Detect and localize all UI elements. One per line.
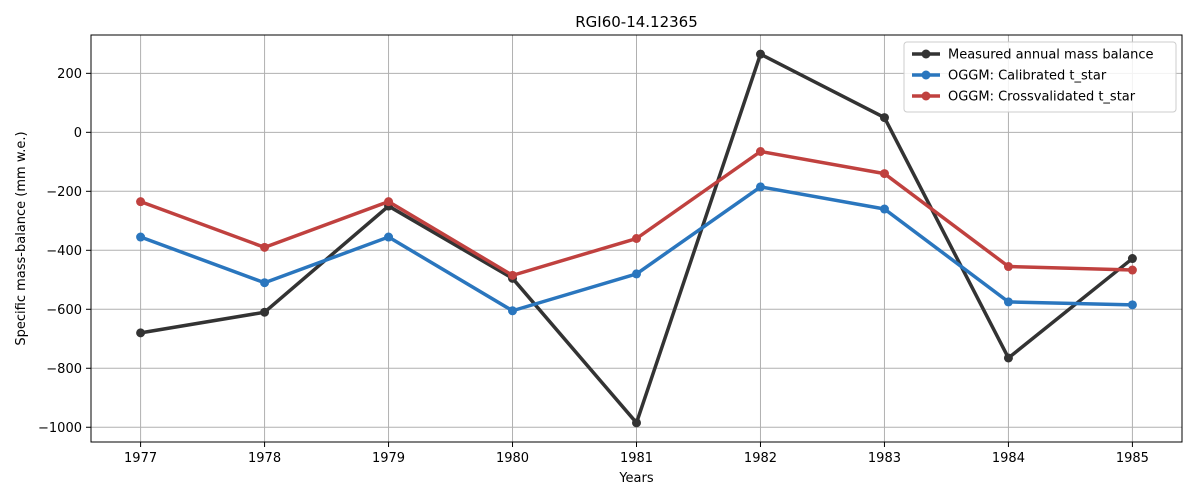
data-point [879, 204, 889, 214]
legend: Measured annual mass balance OGGM: Calibr… [903, 41, 1177, 113]
data-point [755, 49, 765, 59]
x-tick-label: 1985 [1116, 451, 1149, 466]
x-tick-label: 1983 [868, 451, 901, 466]
y-tick-label: −400 [46, 244, 82, 259]
x-axis-ticks: 1977 1978 1979 1980 1981 1982 1983 1984 1985 [124, 442, 1149, 466]
data-point [879, 113, 889, 123]
data-point [755, 146, 765, 156]
data-point [384, 232, 394, 242]
data-point [260, 242, 270, 252]
data-point [136, 232, 146, 242]
legend-marker [921, 70, 931, 80]
y-tick-label: −200 [46, 185, 82, 200]
series-group [136, 49, 1137, 428]
legend-entry: OGGM: Crossvalidated t_star [912, 90, 1136, 105]
y-tick-label: 200 [57, 67, 82, 82]
x-tick-label: 1982 [744, 451, 777, 466]
data-point [632, 269, 641, 279]
x-tick-label: 1977 [124, 451, 157, 466]
y-tick-label: −1000 [38, 421, 82, 436]
legend-entry: OGGM: Calibrated t_star [912, 69, 1107, 84]
data-point [1127, 300, 1137, 310]
series-3 [136, 146, 1137, 280]
y-tick-label: −800 [46, 362, 82, 377]
data-point [632, 418, 641, 428]
x-axis-title: Years [618, 471, 654, 486]
data-point [1127, 254, 1137, 264]
legend-box [903, 41, 1177, 113]
data-point [136, 328, 146, 338]
y-tick-label: −600 [46, 303, 82, 318]
data-point [632, 234, 641, 243]
x-tick-label: 1978 [248, 451, 281, 466]
legend-label: OGGM: Calibrated t_star [948, 69, 1107, 84]
legend-label: Measured annual mass balance [948, 48, 1154, 63]
legend-marker [921, 91, 931, 101]
data-point [260, 278, 270, 288]
legend-label: OGGM: Crossvalidated t_star [948, 90, 1136, 105]
data-point [1003, 262, 1013, 272]
data-point [508, 306, 518, 316]
data-point [879, 169, 889, 179]
y-axis-ticks: −1000 −800 −600 −400 −200 0 200 [38, 67, 91, 436]
x-tick-label: 1981 [620, 451, 653, 466]
data-point [1003, 353, 1013, 363]
x-tick-label: 1980 [496, 451, 529, 466]
data-point [260, 307, 270, 317]
data-point [384, 197, 394, 207]
y-tick-label: 0 [74, 126, 82, 141]
x-tick-label: 1984 [992, 451, 1025, 466]
data-point [755, 182, 765, 192]
chart-title: RGI60-14.12365 [575, 13, 698, 31]
legend-marker [921, 49, 931, 59]
y-axis-title: Specific mass-balance (mm w.e.) [14, 131, 29, 345]
data-point [136, 197, 146, 207]
x-tick-label: 1979 [372, 451, 405, 466]
data-point [1003, 297, 1013, 307]
series-1 [136, 49, 1137, 428]
data-point [1127, 265, 1137, 275]
legend-entry: Measured annual mass balance [912, 48, 1154, 63]
series-2 [136, 182, 1137, 316]
data-point [508, 270, 518, 280]
